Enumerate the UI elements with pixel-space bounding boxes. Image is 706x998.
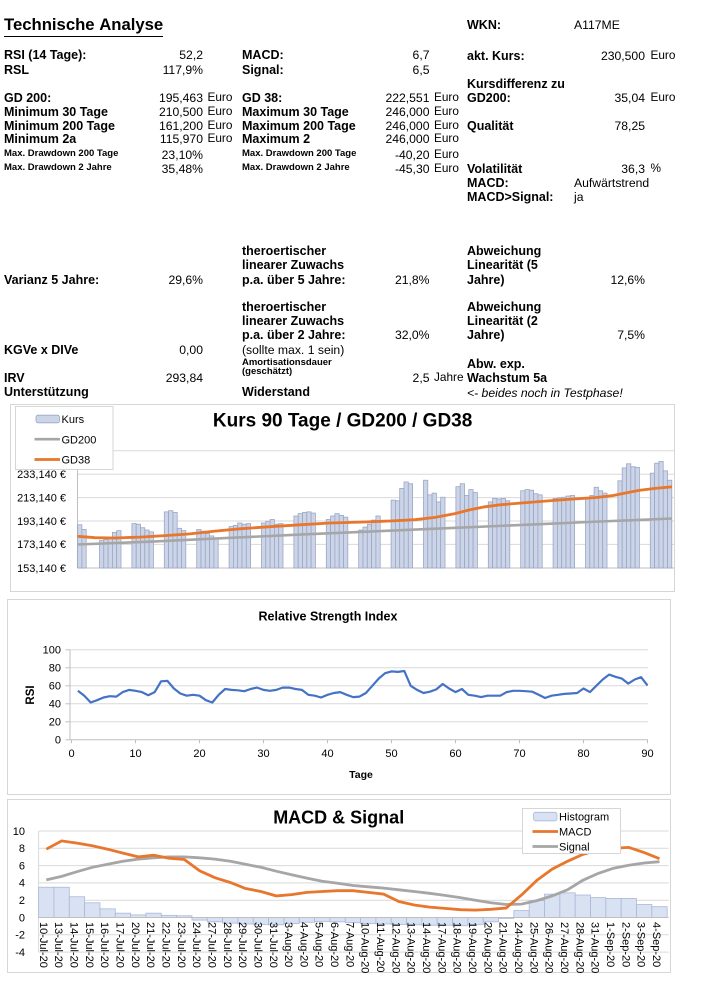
svg-text:31-Aug-20: 31-Aug-20 xyxy=(589,922,601,973)
svg-text:90: 90 xyxy=(641,748,653,760)
svg-text:29-Jul-20: 29-Jul-20 xyxy=(236,922,248,968)
svg-text:28-Jul-20: 28-Jul-20 xyxy=(221,922,233,968)
svg-text:RSI: RSI xyxy=(25,685,37,704)
svg-text:40: 40 xyxy=(321,748,333,760)
svg-text:16-Jul-20: 16-Jul-20 xyxy=(98,922,110,968)
svg-text:60: 60 xyxy=(449,748,461,760)
svg-text:Signal: Signal xyxy=(559,841,590,853)
svg-text:Kurs: Kurs xyxy=(62,414,85,426)
svg-text:80: 80 xyxy=(577,748,589,760)
svg-text:2-Sep-20: 2-Sep-20 xyxy=(619,922,631,967)
svg-text:7-Aug-20: 7-Aug-20 xyxy=(343,922,355,967)
svg-text:Kurs 90 Tage / GD200 / GD38: Kurs 90 Tage / GD200 / GD38 xyxy=(213,411,472,432)
svg-text:0: 0 xyxy=(19,912,25,924)
svg-text:GD200: GD200 xyxy=(62,434,97,446)
svg-text:27-Aug-20: 27-Aug-20 xyxy=(558,922,570,973)
svg-text:80: 80 xyxy=(49,663,61,675)
svg-text:153,140 €: 153,140 € xyxy=(17,563,66,575)
svg-text:4-Sep-20: 4-Sep-20 xyxy=(650,922,662,967)
svg-text:6-Aug-20: 6-Aug-20 xyxy=(328,922,340,967)
svg-text:70: 70 xyxy=(513,748,525,760)
svg-text:13-Aug-20: 13-Aug-20 xyxy=(405,922,417,973)
svg-text:20: 20 xyxy=(49,717,61,729)
svg-text:28-Aug-20: 28-Aug-20 xyxy=(573,922,585,973)
svg-text:23-Jul-20: 23-Jul-20 xyxy=(175,922,187,968)
svg-text:11-Aug-20: 11-Aug-20 xyxy=(374,922,386,973)
svg-text:14-Jul-20: 14-Jul-20 xyxy=(68,922,80,968)
svg-text:193,140 €: 193,140 € xyxy=(17,516,66,528)
svg-text:100: 100 xyxy=(43,645,61,657)
svg-text:30: 30 xyxy=(257,748,269,760)
svg-text:15-Jul-20: 15-Jul-20 xyxy=(83,922,95,968)
svg-text:4: 4 xyxy=(19,878,25,890)
svg-text:24-Aug-20: 24-Aug-20 xyxy=(512,922,524,973)
svg-text:20-Aug-20: 20-Aug-20 xyxy=(481,922,493,973)
svg-text:17-Aug-20: 17-Aug-20 xyxy=(435,922,447,973)
svg-text:40: 40 xyxy=(49,699,61,711)
svg-text:12-Aug-20: 12-Aug-20 xyxy=(389,922,401,973)
svg-text:0: 0 xyxy=(68,748,74,760)
svg-text:-4: -4 xyxy=(15,947,25,959)
svg-text:13-Jul-20: 13-Jul-20 xyxy=(52,922,64,968)
svg-text:50: 50 xyxy=(385,748,397,760)
svg-text:27-Jul-20: 27-Jul-20 xyxy=(205,922,217,968)
svg-text:10: 10 xyxy=(13,826,25,838)
svg-text:173,140 €: 173,140 € xyxy=(17,539,66,551)
svg-text:1-Sep-20: 1-Sep-20 xyxy=(604,922,616,967)
svg-text:21-Jul-20: 21-Jul-20 xyxy=(144,922,156,968)
svg-text:18-Aug-20: 18-Aug-20 xyxy=(451,922,463,973)
svg-text:4-Aug-20: 4-Aug-20 xyxy=(297,922,309,967)
svg-text:3-Aug-20: 3-Aug-20 xyxy=(282,922,294,967)
svg-text:5-Aug-20: 5-Aug-20 xyxy=(313,922,325,967)
svg-text:3-Sep-20: 3-Sep-20 xyxy=(635,922,647,967)
svg-text:Relative Strength Index: Relative Strength Index xyxy=(259,610,398,624)
svg-text:6: 6 xyxy=(19,860,25,872)
svg-text:20-Jul-20: 20-Jul-20 xyxy=(129,922,141,968)
svg-text:10-Jul-20: 10-Jul-20 xyxy=(37,922,49,968)
svg-text:GD38: GD38 xyxy=(62,455,91,467)
svg-text:0: 0 xyxy=(55,735,61,747)
svg-text:24-Jul-20: 24-Jul-20 xyxy=(190,922,202,968)
svg-text:2: 2 xyxy=(19,895,25,907)
svg-text:8: 8 xyxy=(19,843,25,855)
svg-text:10-Aug-20: 10-Aug-20 xyxy=(359,922,371,973)
svg-text:-2: -2 xyxy=(15,930,25,942)
svg-text:Histogram: Histogram xyxy=(559,811,609,823)
svg-text:MACD & Signal: MACD & Signal xyxy=(273,807,404,827)
svg-text:22-Jul-20: 22-Jul-20 xyxy=(159,922,171,968)
svg-text:233,140 €: 233,140 € xyxy=(17,469,66,481)
svg-text:14-Aug-20: 14-Aug-20 xyxy=(420,922,432,973)
svg-text:17-Jul-20: 17-Jul-20 xyxy=(114,922,126,968)
svg-text:25-Aug-20: 25-Aug-20 xyxy=(527,922,539,973)
svg-text:MACD: MACD xyxy=(559,826,591,838)
svg-text:26-Aug-20: 26-Aug-20 xyxy=(543,922,555,973)
svg-text:Tage: Tage xyxy=(349,769,373,781)
svg-text:20: 20 xyxy=(193,748,205,760)
svg-text:10: 10 xyxy=(129,748,141,760)
svg-text:19-Aug-20: 19-Aug-20 xyxy=(466,922,478,973)
svg-text:30-Jul-20: 30-Jul-20 xyxy=(251,922,263,968)
svg-text:213,140 €: 213,140 € xyxy=(17,492,66,504)
svg-text:60: 60 xyxy=(49,681,61,693)
svg-text:21-Aug-20: 21-Aug-20 xyxy=(497,922,509,973)
svg-text:31-Jul-20: 31-Jul-20 xyxy=(267,922,279,968)
